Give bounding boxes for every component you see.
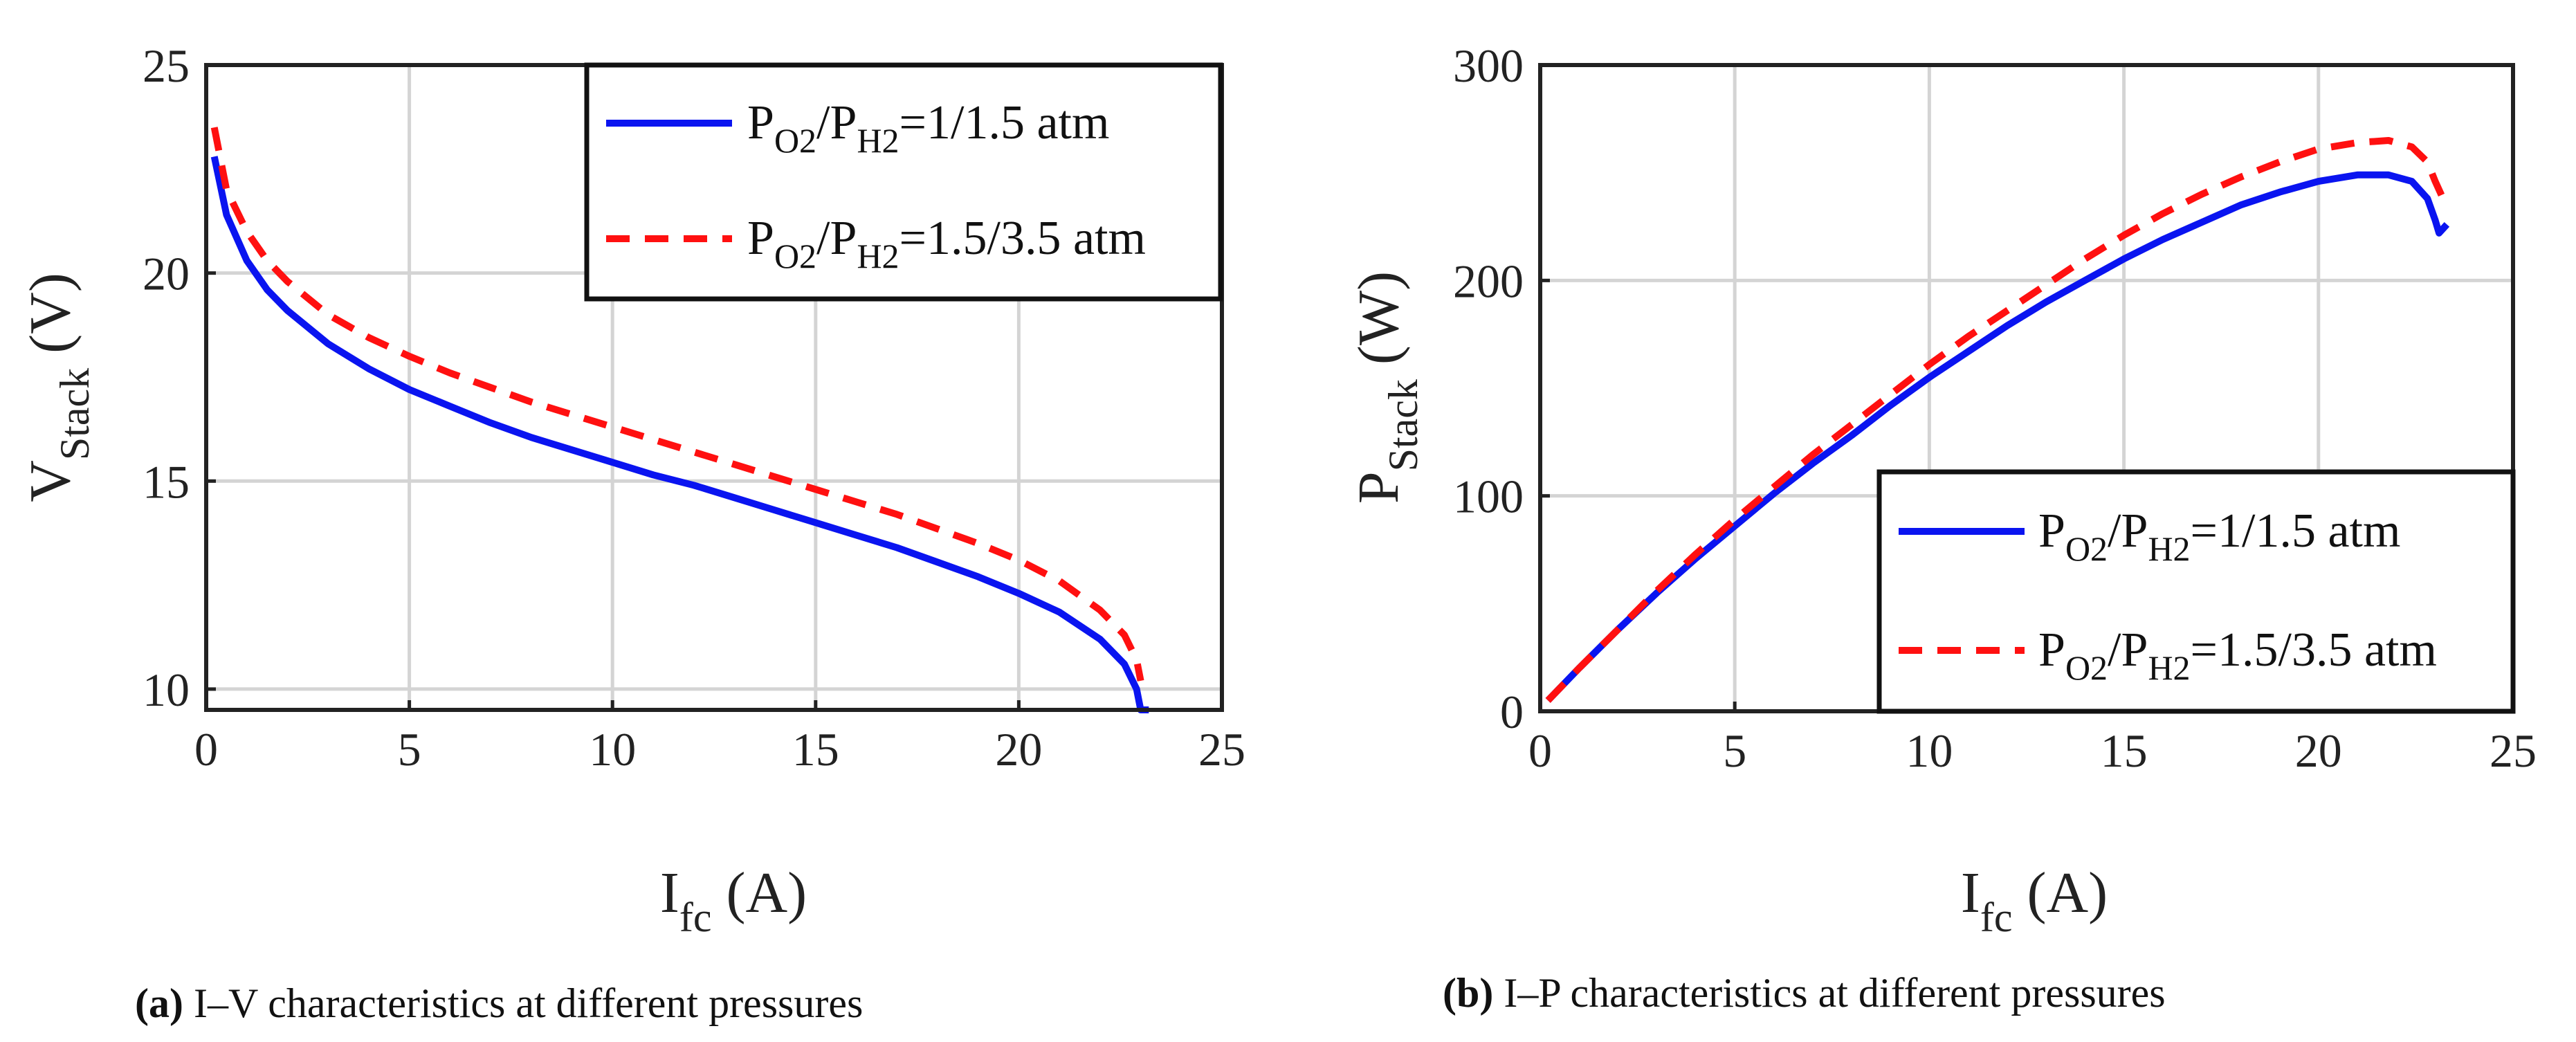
y-tick-label-b-1: 100: [1453, 470, 1524, 523]
series-line-b-1: [1545, 171, 2450, 703]
y-tick-label-a-0: 10: [143, 664, 190, 716]
y-tick-label-b-3: 300: [1453, 39, 1524, 92]
x-tick-label-b-0: 0: [1528, 724, 1552, 777]
y-tick-label-a-1: 15: [143, 455, 190, 508]
caption-b: (b) I–P characteristics at different pre…: [1443, 970, 2166, 1016]
legend-box-b: [1876, 469, 2516, 714]
x-tick-label-a-4: 20: [995, 723, 1042, 776]
legend-b: PO2/PH2=1/1.5 atm PO2/PH2=1.5/3.5 atm: [1876, 469, 2516, 714]
series-line-a-2: [210, 127, 1144, 682]
y-axis-label-a: VStack (V): [18, 273, 98, 502]
x-tick-label-b-3: 15: [2101, 724, 2148, 777]
legend-box-a: [584, 62, 1223, 302]
x-tick-label-b-1: 5: [1723, 724, 1746, 777]
caption-a: (a) I–V characteristics at different pre…: [135, 980, 863, 1026]
y-tick-label-a-2: 20: [143, 248, 190, 300]
y-tick-label-a-3: 25: [143, 39, 190, 92]
x-tick-label-b-5: 25: [2490, 724, 2537, 777]
x-axis-label-b: Ifc (A): [1961, 861, 2108, 940]
series-b: [1545, 137, 2450, 703]
panel-a-iv-chart: 0 5 10 15 20 25 10 15 20 25 Ifc (A) VStack (V) PO…: [18, 39, 1245, 1026]
x-axis-label-a: Ifc (A): [660, 861, 807, 940]
x-tick-label-a-1: 5: [398, 723, 421, 776]
x-tick-label-a-0: 0: [194, 723, 218, 776]
ticks-a: 0 5 10 15 20 25 10 15 20 25: [143, 39, 1245, 776]
legend-entry-b-1: PO2/PH2=1/1.5 atm: [2038, 504, 2400, 568]
x-tick-label-b-2: 10: [1906, 724, 1953, 777]
x-tick-label-a-2: 10: [589, 723, 636, 776]
x-tick-label-a-5: 25: [1198, 723, 1245, 776]
series-line-a-1: [210, 156, 1149, 713]
legend-a: PO2/PH2=1/1.5 atm PO2/PH2=1.5/3.5 atm: [584, 62, 1223, 302]
series-a: [210, 127, 1149, 713]
legend-entry-a-1: PO2/PH2=1/1.5 atm: [747, 96, 1109, 160]
y-tick-label-b-2: 200: [1453, 255, 1524, 307]
x-tick-label-b-4: 20: [2295, 724, 2342, 777]
ticks-b: 0 5 10 15 20 25 0 100 200 300: [1453, 39, 2537, 777]
x-tick-label-a-3: 15: [792, 723, 839, 776]
y-tick-label-b-0: 0: [1500, 686, 1524, 738]
legend-entry-b-2: PO2/PH2=1.5/3.5 atm: [2038, 623, 2437, 687]
y-axis-label-b: PStack (W): [1346, 271, 1426, 504]
series-line-b-2: [1545, 137, 2447, 703]
legend-entry-a-2: PO2/PH2=1.5/3.5 atm: [747, 212, 1146, 275]
